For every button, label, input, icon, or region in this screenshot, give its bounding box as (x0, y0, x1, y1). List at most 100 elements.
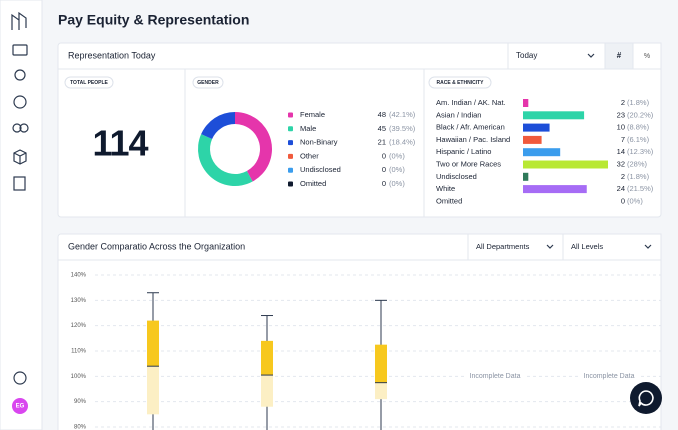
count-label: 32 (617, 159, 625, 168)
box-lower (375, 382, 387, 400)
avatar[interactable] (12, 398, 28, 414)
dropdown-label: All Levels (571, 242, 603, 251)
bar (523, 123, 550, 132)
category-label: White (436, 184, 455, 193)
note-pill (465, 369, 525, 382)
dropdown-label: Today (516, 51, 537, 60)
percent-label: (6.1%) (627, 135, 650, 144)
count-label: 0 (382, 165, 386, 174)
nav-icon[interactable] (12, 123, 22, 133)
percent-label: (8.8%) (627, 123, 650, 132)
bar (523, 99, 529, 107)
category-label: Two or More Races (436, 159, 501, 168)
legend-swatch (288, 140, 293, 146)
section-label: GENDER (197, 80, 219, 86)
legend-swatch (288, 167, 293, 173)
y-tick-label: 80% (74, 425, 87, 430)
box-lower (147, 366, 159, 415)
box-upper (147, 320, 159, 367)
legend-swatch (288, 153, 293, 159)
legend-swatch (288, 126, 293, 132)
percent-label: (18.4%) (389, 138, 416, 147)
y-tick-label: 90% (74, 399, 87, 405)
bar (523, 111, 585, 120)
count-label: 10 (617, 123, 625, 132)
sidebar (0, 0, 43, 430)
percent-label: (0%) (389, 165, 405, 174)
sidebar-icons (11, 11, 29, 385)
legend-label: Omitted (300, 179, 326, 188)
period-dropdown[interactable] (507, 42, 606, 70)
toggle-label: # (617, 51, 622, 60)
category-label: Am. Indian / AK. Nat. (436, 98, 506, 107)
section-label: TOTAL PEOPLE (70, 80, 108, 86)
count-label: 24 (617, 184, 625, 193)
chat-button[interactable] (630, 382, 662, 414)
page-title: Pay Equity & Representation (58, 12, 249, 28)
y-tick-label: 140% (71, 273, 87, 279)
nav-icon[interactable] (14, 69, 26, 81)
nav-icon[interactable] (19, 123, 29, 133)
percent-toggle[interactable] (632, 42, 662, 70)
avatar-initials: EG (16, 404, 25, 410)
count-label: 0 (382, 179, 386, 188)
y-tick-label: 120% (71, 323, 87, 329)
nav-icon[interactable] (13, 176, 26, 191)
y-tick-label: 130% (71, 298, 87, 304)
toggle-label: % (644, 53, 650, 60)
count-label: 14 (617, 147, 625, 156)
percent-label: (21.5%) (627, 184, 654, 193)
total-value: 114 (92, 123, 148, 164)
nav-icon[interactable] (13, 95, 27, 109)
chevron (546, 244, 554, 249)
card-title: Representation Today (68, 50, 156, 60)
donut-segment (201, 112, 235, 139)
chevron (587, 53, 595, 58)
box-upper (375, 344, 387, 383)
percent-label: (0%) (389, 179, 405, 188)
category-label: Black / Afr. American (436, 123, 505, 132)
section-label: RACE & ETHNICITY (437, 80, 485, 86)
count-label: 2 (621, 98, 625, 107)
pill (192, 76, 224, 89)
settings-icon[interactable] (13, 371, 27, 385)
filter-dropdown[interactable] (562, 233, 662, 261)
note-pill (579, 369, 639, 382)
count-toggle[interactable] (604, 42, 634, 70)
nav-icon[interactable] (13, 149, 27, 165)
category-label: Asian / Indian (436, 110, 481, 119)
dropdown-label: All Departments (476, 242, 530, 251)
percent-label: (0%) (627, 196, 643, 205)
box-lower (261, 375, 273, 407)
percent-label: (1.8%) (627, 98, 650, 107)
dynamic-layer: Female 48 (42.1%)Male 45 (39.5%)Non-Binary 21… (71, 98, 661, 430)
bar (523, 135, 542, 144)
count-label: 45 (378, 124, 386, 133)
category-label: Omitted (436, 196, 462, 205)
count-label: 48 (378, 110, 386, 119)
bar (523, 148, 561, 157)
percent-label: (20.2%) (627, 110, 654, 119)
count-label: 2 (621, 172, 625, 181)
y-tick-label: 100% (71, 374, 87, 380)
legend-label: Other (300, 151, 319, 160)
legend-label: Male (300, 124, 316, 133)
nav-icon[interactable] (12, 44, 28, 56)
legend-label: Female (300, 110, 325, 119)
bar (523, 185, 587, 194)
category-label: Undisclosed (436, 172, 477, 181)
chat-icon (638, 390, 654, 407)
logo[interactable] (11, 11, 27, 30)
legend-label: Non-Binary (300, 138, 338, 147)
note: Incomplete Data (584, 373, 635, 380)
chevron (644, 244, 652, 249)
legend-label: Undisclosed (300, 165, 341, 174)
box-upper (261, 340, 273, 376)
donut-segment (198, 134, 253, 186)
legend-swatch (288, 112, 293, 118)
percent-label: (1.8%) (627, 172, 650, 181)
filter-dropdown[interactable] (467, 233, 564, 261)
percent-label: (39.5%) (389, 124, 416, 133)
bar (523, 160, 608, 169)
